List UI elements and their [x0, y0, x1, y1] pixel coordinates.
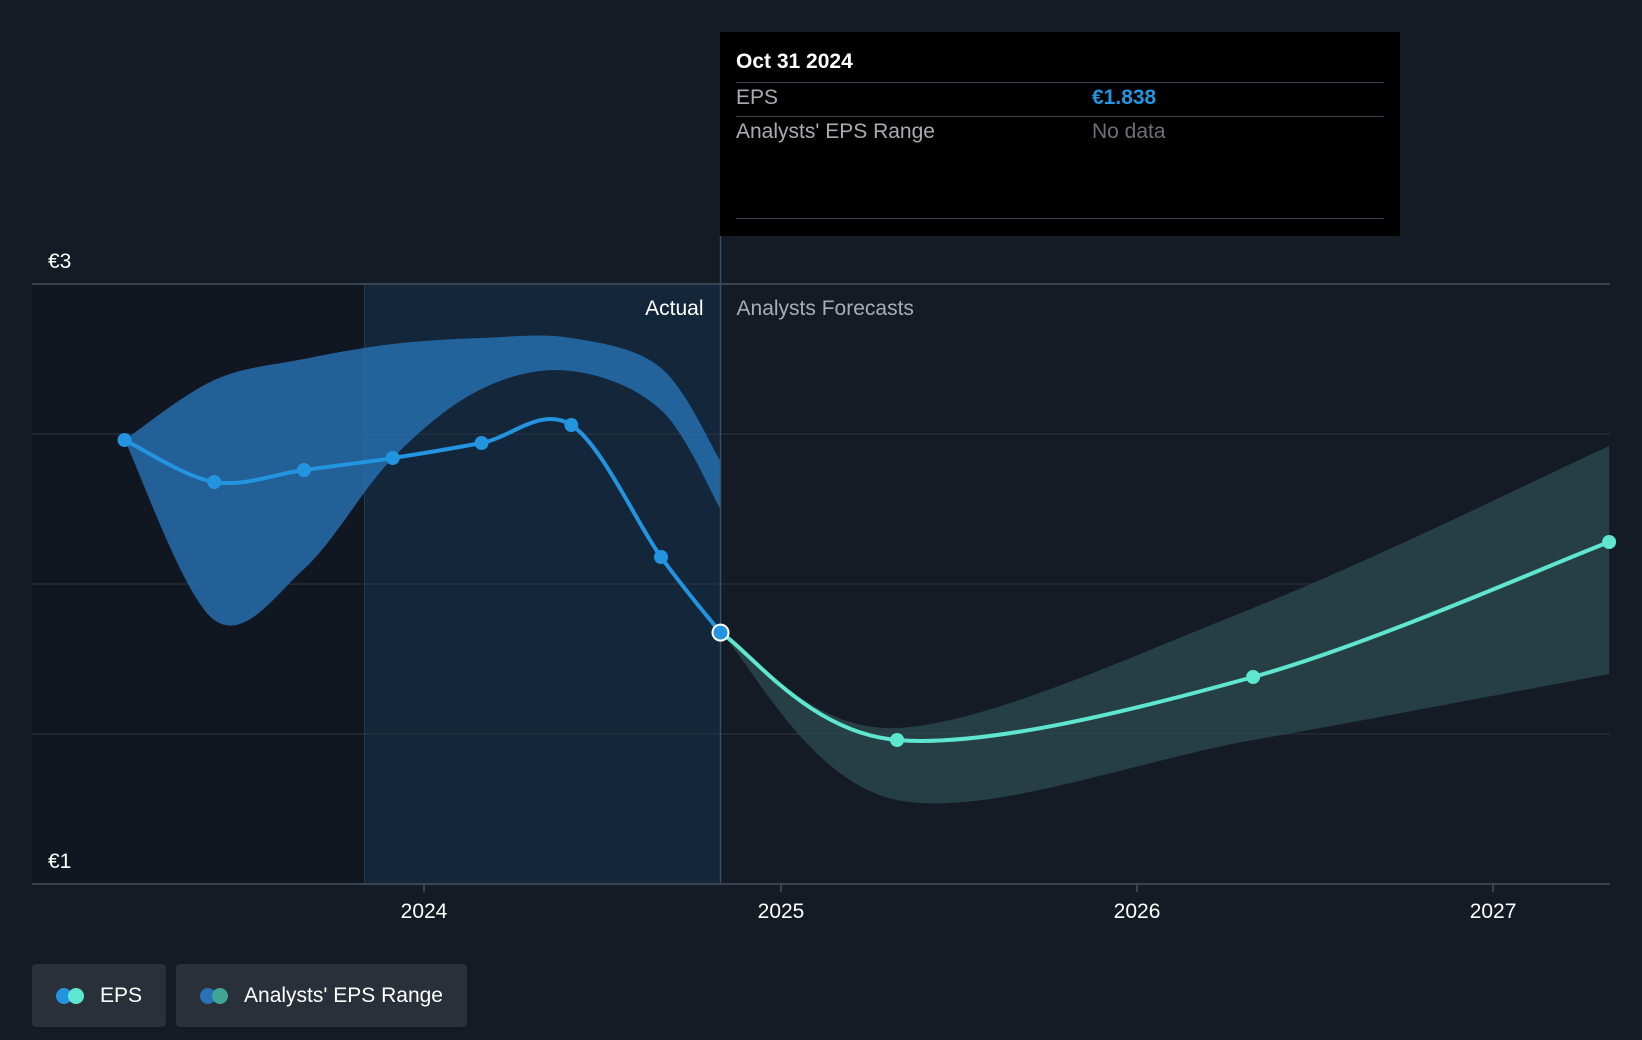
legend-item-eps[interactable]: EPS — [32, 964, 167, 1027]
tooltip: Oct 31 2024 EPS €1.838 Analysts' EPS Ran… — [720, 32, 1400, 236]
tooltip-range-value: No data — [1092, 120, 1166, 143]
eps-range-band-forecast — [720, 446, 1610, 804]
actual-section-label: Actual — [645, 297, 703, 320]
eps-point-actual — [385, 451, 400, 465]
tooltip-eps-label: EPS — [736, 86, 779, 109]
tooltip-date: Oct 31 2024 — [736, 50, 853, 73]
forecast-section-label: Analysts Forecasts — [737, 297, 914, 320]
x-tick-label: 2026 — [1114, 900, 1161, 923]
tooltip-divider — [736, 218, 1384, 219]
tooltip-range-label: Analysts' EPS Range — [736, 120, 935, 143]
legend: EPS Analysts' EPS Range — [32, 964, 467, 1027]
y-tick-label: €3 — [48, 250, 71, 273]
tooltip-divider — [736, 116, 1384, 117]
x-tick-label: 2027 — [1470, 900, 1517, 923]
eps-point-forecast — [1602, 535, 1617, 549]
tooltip-eps-value: €1.838 — [1092, 86, 1157, 109]
eps-point-actual — [297, 463, 312, 477]
eps-point-actual — [564, 418, 579, 432]
y-tick-label: €1 — [48, 850, 71, 873]
eps-point-actual — [207, 475, 222, 489]
eps-highlight-point — [711, 623, 730, 642]
legend-item-label: Analysts' EPS Range — [244, 983, 443, 1007]
eps-point-forecast — [890, 733, 905, 747]
eps-point-actual — [654, 550, 669, 564]
eps-line-forecast — [718, 540, 1612, 743]
legend-item-label: EPS — [100, 983, 143, 1007]
legend-range-swatch-icon — [200, 987, 230, 1004]
tooltip-divider — [736, 82, 1384, 83]
x-tick-label: 2025 — [758, 900, 805, 923]
x-tick-label: 2024 — [401, 900, 448, 923]
eps-line-actual — [122, 417, 723, 635]
legend-item-range[interactable]: Analysts' EPS Range — [176, 964, 467, 1027]
eps-point-actual — [117, 433, 132, 447]
eps-point-forecast — [1246, 670, 1261, 684]
legend-eps-swatch-icon — [56, 987, 86, 1004]
eps-range-band-actual — [124, 335, 721, 626]
eps-point-actual — [474, 436, 489, 450]
